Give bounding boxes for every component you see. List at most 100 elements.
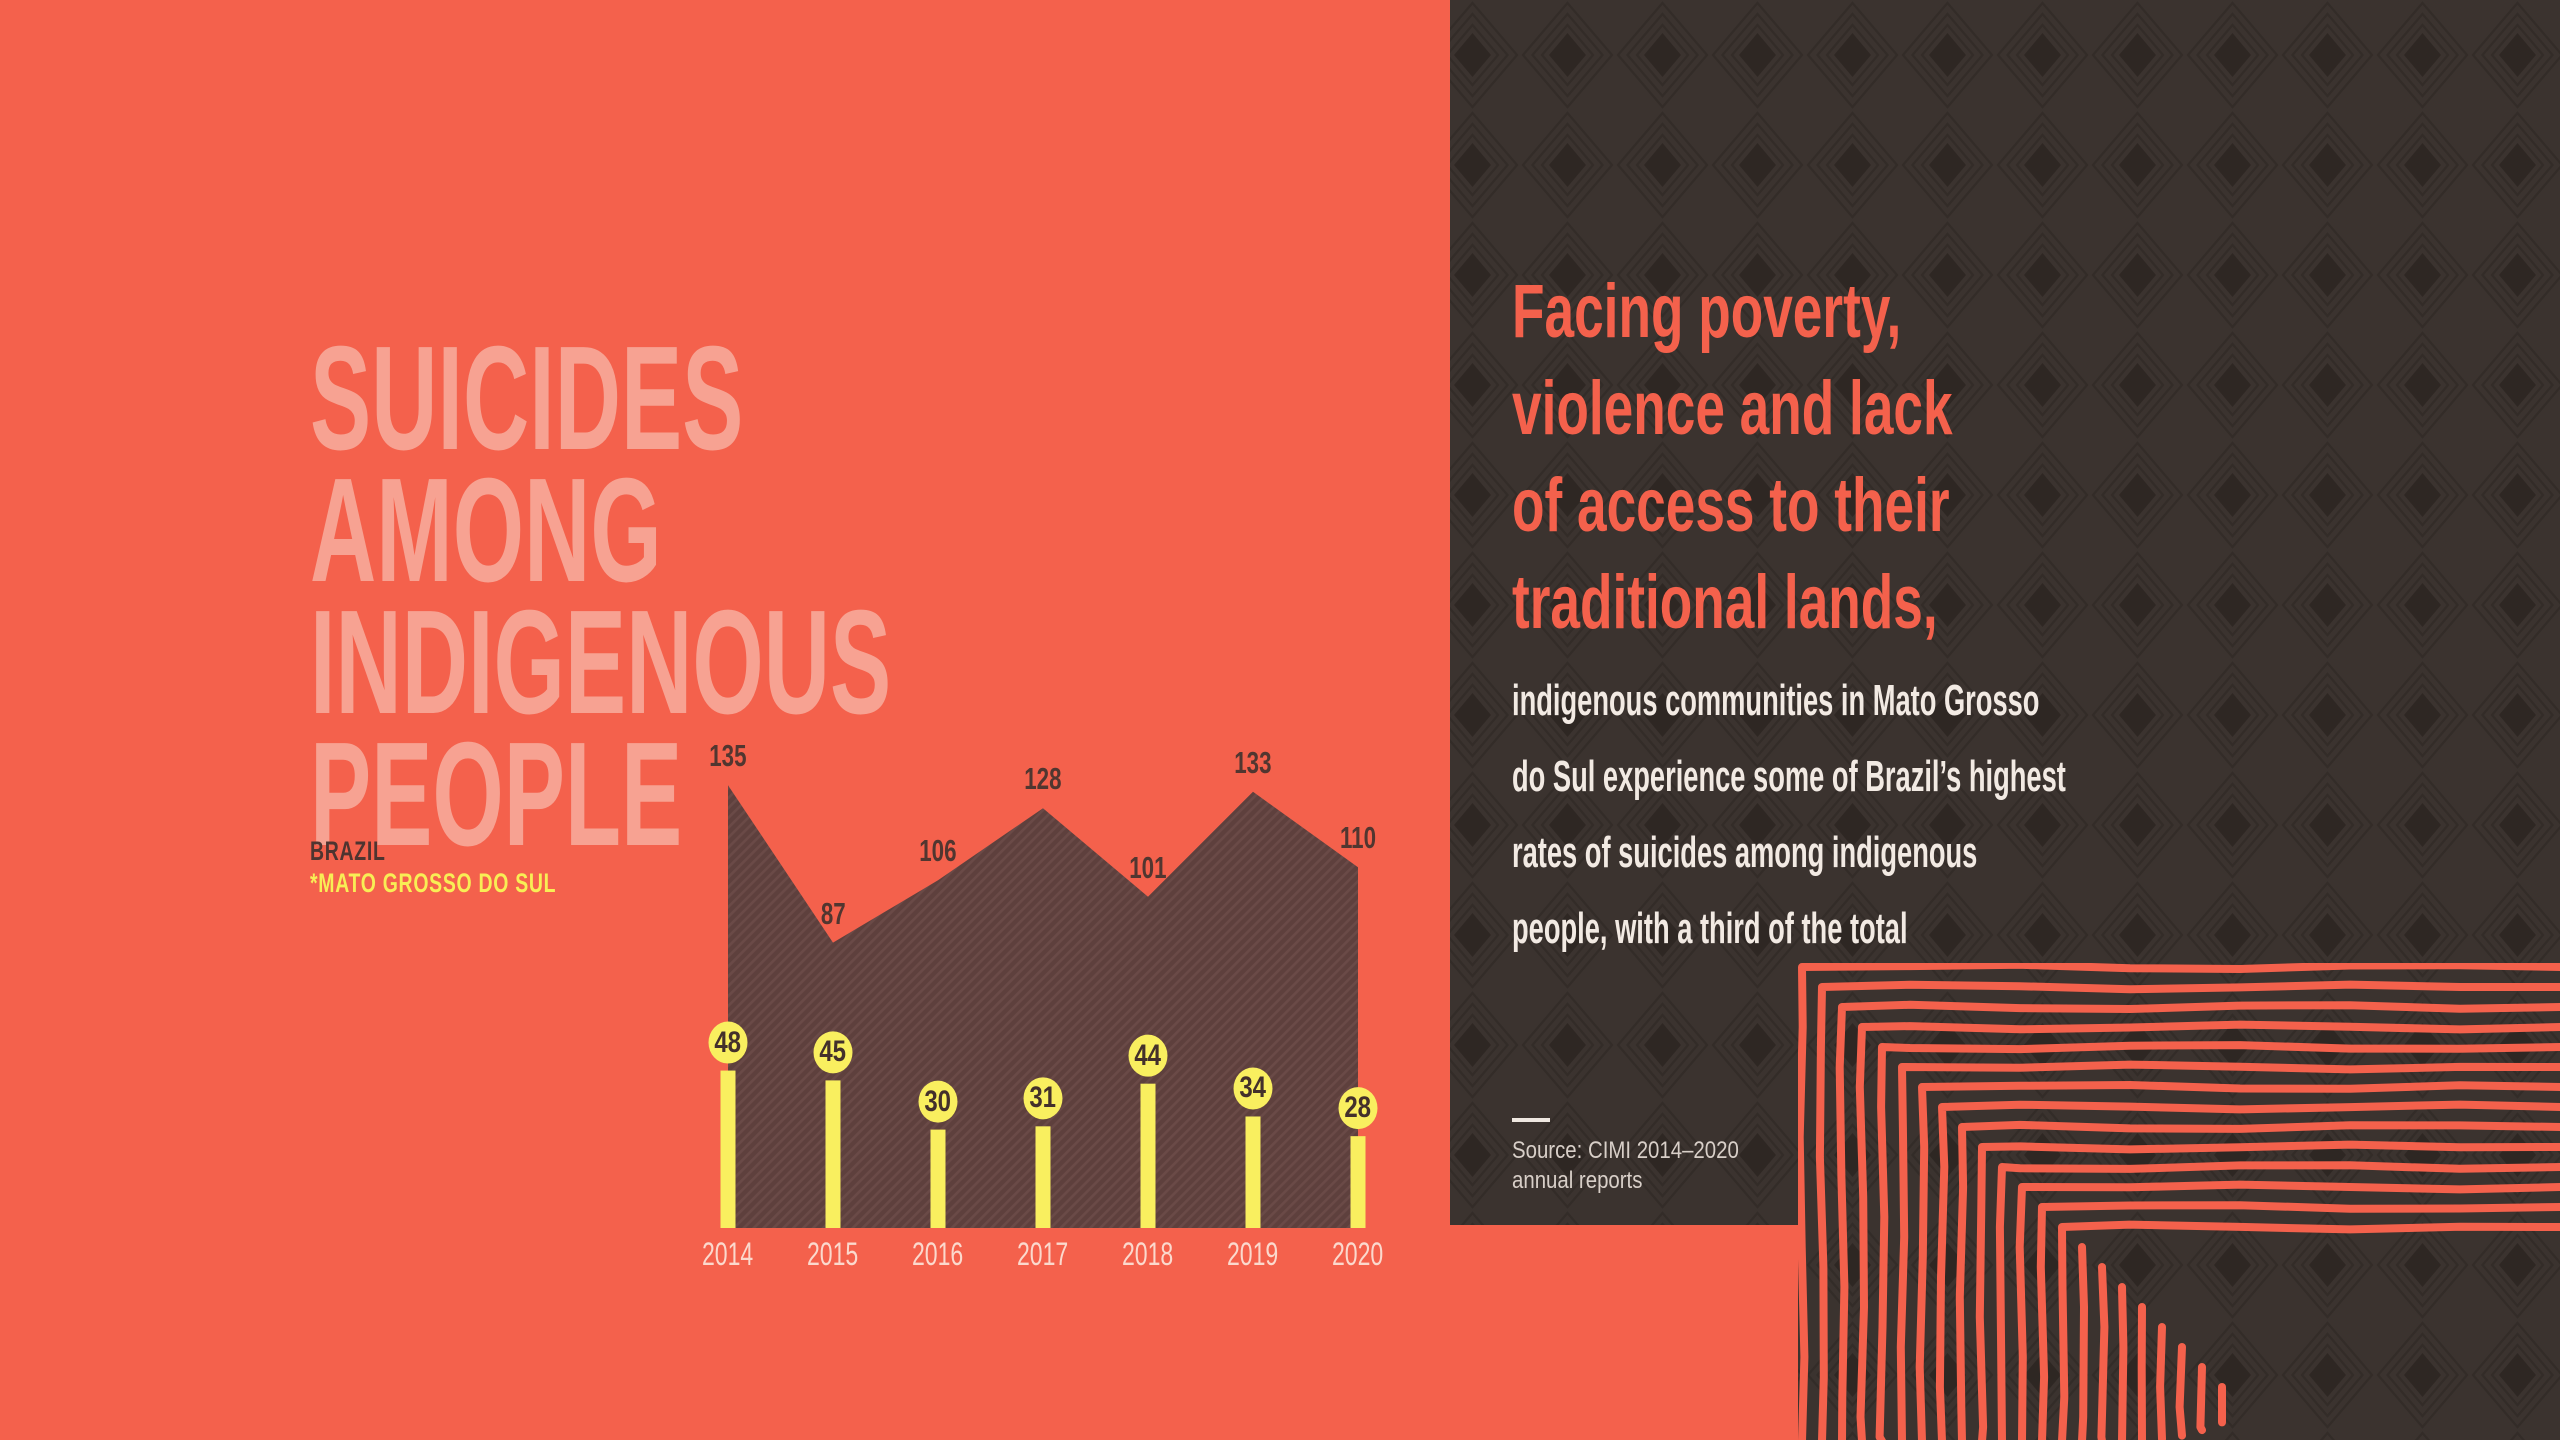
year-label-text: 2016: [912, 1236, 964, 1272]
area-value-label: 128: [983, 761, 1103, 797]
area-value-label: 87: [773, 896, 893, 932]
stripe-line: [2156, 1323, 2166, 1440]
stripe-line: [2058, 1220, 2560, 1440]
year-label-text: 2014: [702, 1236, 754, 1272]
lollipop-stem: [1350, 1136, 1366, 1228]
body-line-2: do Sul experience some of Brazil’s highe…: [1512, 752, 2066, 801]
stripe-line: [1915, 1081, 2560, 1440]
year-label: 2016: [878, 1236, 998, 1273]
stripe-line: [1855, 1020, 2560, 1440]
title-line-1: SUICIDES: [310, 316, 744, 481]
title-line-3: INDIGENOUS: [310, 580, 892, 745]
stripe-line: [1975, 1140, 2560, 1440]
stripe-line: [1815, 980, 2560, 1440]
lollipop-value-badge: 45: [793, 1036, 873, 1068]
stripe-line: [2078, 1243, 2088, 1440]
area-value-label-text: 101: [1129, 849, 1167, 885]
lollipop-value-badge: 28: [1318, 1092, 1398, 1124]
lollipop-stem: [1140, 1083, 1156, 1228]
lollipop-value-badge-text: 28: [1344, 1091, 1372, 1125]
lollipop-stem: [1245, 1116, 1261, 1228]
panel-heading: Facing poverty, violence and lack of acc…: [1512, 263, 2141, 651]
heading-line-3: of access to their: [1512, 463, 1950, 548]
stripe-line: [1955, 1120, 2560, 1440]
area-value-label: 110: [1298, 820, 1418, 856]
stripe-line: [1835, 1000, 2560, 1440]
lollipop-circle: [813, 1031, 853, 1074]
stripe-line: [1896, 1060, 2560, 1440]
stripe-line: [2015, 1180, 2560, 1440]
stripe-line: [2175, 1343, 2186, 1440]
area-value-label: 106: [878, 833, 998, 869]
suicides-chart: [708, 785, 1378, 1228]
lollipop-value-badge: 44: [1108, 1038, 1188, 1072]
lollipop-value-badge: 30: [898, 1084, 978, 1118]
dark-panel: [1450, 0, 2560, 1440]
area-value-label-text: 135: [709, 738, 747, 774]
country-label: BRAZIL: [310, 836, 386, 866]
lollipop-circle: [1233, 1067, 1273, 1110]
lollipop-circle: [918, 1080, 958, 1123]
area-value-label-text: 106: [919, 833, 957, 869]
area-value-label: 133: [1193, 745, 1313, 781]
area-value-label-text: 133: [1234, 744, 1272, 780]
stripe-line: [1798, 963, 2560, 1440]
area-value-label: 101: [1088, 850, 1208, 886]
source-divider: [1512, 1118, 1550, 1122]
lollipop-value-badge-text: 45: [819, 1035, 847, 1069]
year-label: 2018: [1088, 1236, 1208, 1273]
lollipop-circle: [1128, 1034, 1168, 1077]
stripe-line: [2196, 1363, 2206, 1435]
body-line-4: people, with a third of the total: [1512, 904, 1908, 953]
area-value-label-text: 128: [1024, 761, 1062, 797]
lollipop-circle: [708, 1021, 748, 1064]
page-title: SUICIDES AMONG INDIGENOUS PEOPLE: [310, 316, 1247, 869]
lollipop-stem: [825, 1080, 841, 1228]
heading-line-2: violence and lack: [1512, 366, 1953, 451]
body-line-1: indigenous communities in Mato Grosso: [1512, 676, 2040, 725]
lollipop-value-badge-text: 34: [1239, 1071, 1267, 1105]
stripe-line: [2036, 1201, 2560, 1440]
lollipop-value-badge: 48: [688, 1025, 768, 1059]
year-label: 2017: [983, 1236, 1103, 1273]
year-label: 2020: [1298, 1236, 1418, 1273]
year-label-text: 2019: [1227, 1236, 1279, 1272]
lollipop-circle: [1023, 1077, 1063, 1120]
source-line-2: annual reports: [1512, 1167, 1643, 1194]
lollipop-stem: [1035, 1126, 1051, 1228]
area-value-label-text: 87: [820, 895, 846, 931]
stripe-line: [2097, 1263, 2109, 1440]
lollipop-circle: [1338, 1087, 1378, 1130]
year-label: 2015: [773, 1236, 893, 1273]
lollipop-value-badge-text: 31: [1029, 1081, 1057, 1115]
heading-line-4: traditional lands,: [1512, 560, 1938, 645]
year-label-text: 2020: [1332, 1236, 1384, 1272]
lollipop-stem: [720, 1070, 736, 1228]
corner-stripes-decoration: [1798, 963, 2560, 1440]
year-label: 2019: [1193, 1236, 1313, 1273]
body-line-3: rates of suicides among indigenous: [1512, 828, 1978, 877]
year-label-text: 2017: [1017, 1236, 1069, 1272]
lollipop-stem: [930, 1129, 946, 1228]
stripe-line: [1875, 1041, 2560, 1440]
source-note: Source: CIMI 2014–2020 annual reports: [1512, 1136, 1779, 1196]
area-value-label: 135: [668, 738, 788, 774]
title-line-2: AMONG: [310, 448, 662, 613]
lollipop-value-badge: 31: [1003, 1082, 1083, 1114]
year-label-text: 2015: [807, 1236, 859, 1272]
lollipop-value-badge-text: 48: [714, 1025, 742, 1059]
year-label: 2014: [668, 1236, 788, 1273]
region-label: *MATO GROSSO DO SUL: [310, 868, 557, 898]
lollipop-value-badge-text: 30: [924, 1084, 952, 1118]
stripe-line: [2118, 1283, 2128, 1440]
stripe-line: [1995, 1161, 2560, 1440]
panel-body-text: indigenous communities in Mato Grosso do…: [1512, 663, 2405, 967]
area-value-label-text: 110: [1339, 820, 1376, 856]
stripe-line: [1935, 1100, 2560, 1440]
lollipop-value-badge-text: 44: [1134, 1038, 1162, 1072]
heading-line-1: Facing poverty,: [1512, 269, 1902, 354]
year-label-text: 2018: [1122, 1236, 1174, 1272]
area-polygon: [728, 785, 1358, 1228]
